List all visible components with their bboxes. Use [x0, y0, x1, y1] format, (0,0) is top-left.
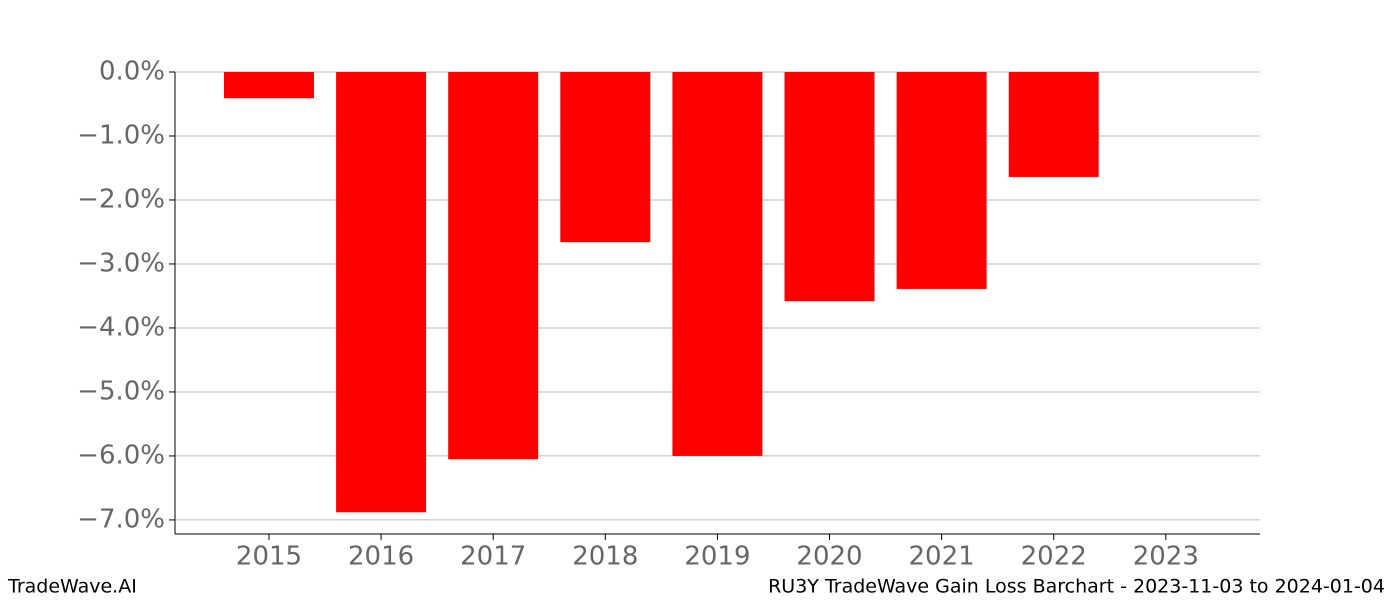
bar — [448, 72, 539, 460]
y-tick-label: −1.0% — [77, 120, 165, 150]
y-tick-label: −6.0% — [77, 440, 165, 470]
x-tick-label: 2022 — [1021, 542, 1087, 572]
bar — [560, 72, 651, 243]
x-tick-label: 2023 — [1133, 542, 1199, 572]
bar — [672, 72, 763, 456]
bar — [784, 72, 875, 302]
bar — [224, 72, 314, 99]
x-tick-label: 2015 — [236, 542, 302, 572]
bar — [336, 72, 427, 513]
x-tick-label: 2017 — [460, 542, 526, 572]
y-tick-label: −3.0% — [77, 248, 165, 278]
x-tick-label: 2018 — [572, 542, 638, 572]
footer-right: RU3Y TradeWave Gain Loss Barchart - 2023… — [768, 576, 1385, 598]
x-tick-label: 2019 — [684, 542, 750, 572]
bar — [896, 72, 987, 289]
x-tick-label: 2020 — [796, 542, 862, 572]
y-tick-label: −4.0% — [77, 312, 165, 342]
y-tick-label: −5.0% — [77, 376, 165, 406]
x-tick-label: 2021 — [909, 542, 975, 572]
x-tick-label: 2016 — [348, 542, 414, 572]
y-tick-label: −7.0% — [77, 504, 165, 534]
y-tick-label: −2.0% — [77, 184, 165, 214]
footer-left: TradeWave.AI — [7, 576, 137, 598]
y-tick-label: 0.0% — [99, 57, 165, 87]
bar — [1008, 72, 1099, 177]
